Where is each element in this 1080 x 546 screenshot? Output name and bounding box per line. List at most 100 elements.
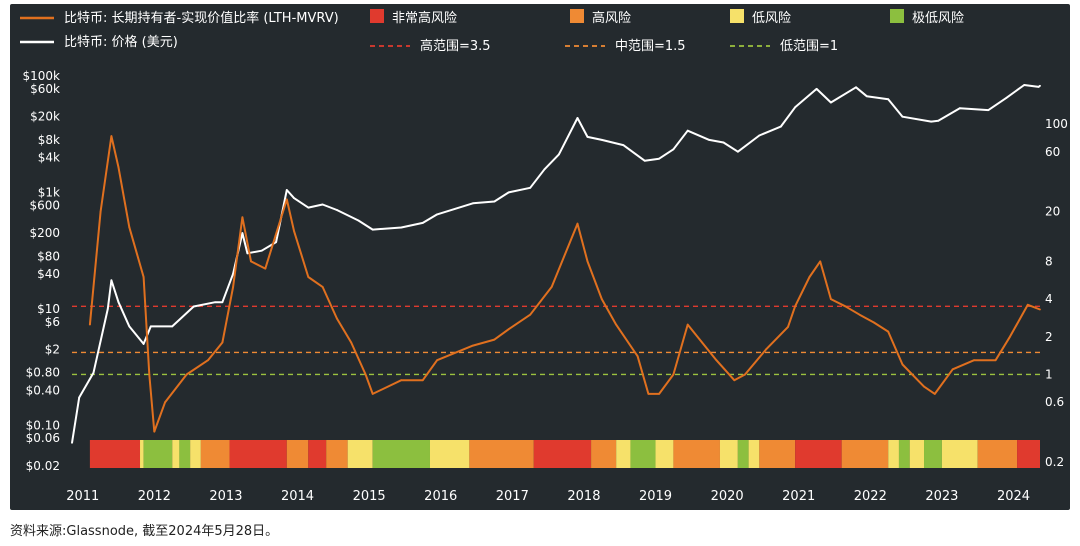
series-1-point bbox=[99, 210, 102, 213]
series-1-point bbox=[1039, 308, 1041, 311]
right-tick-label: 20 bbox=[1045, 205, 1060, 219]
legend-label-low_range: 低范围=1 bbox=[780, 39, 838, 54]
series-0-point bbox=[576, 117, 579, 119]
risk-band-19 bbox=[655, 440, 674, 468]
left-tick-label: $600 bbox=[29, 198, 60, 212]
series-1-point bbox=[576, 222, 579, 225]
x-tick-label: 2020 bbox=[711, 489, 744, 504]
series-1-point bbox=[400, 379, 403, 382]
left-tick-label: $200 bbox=[29, 226, 60, 240]
series-0-point bbox=[246, 252, 249, 255]
right-tick-label: 0.2 bbox=[1045, 455, 1064, 469]
left-tick-label: $0.80 bbox=[26, 366, 60, 380]
risk-band-9 bbox=[308, 440, 327, 468]
series-1-point bbox=[232, 286, 234, 288]
legend-swatch-low bbox=[730, 9, 744, 23]
series-1-point bbox=[88, 323, 91, 326]
right-tick-label: 0.6 bbox=[1045, 395, 1064, 409]
risk-band-3 bbox=[172, 440, 180, 468]
risk-band-21 bbox=[719, 440, 738, 468]
series-1-point bbox=[933, 392, 936, 395]
series-1-point bbox=[1009, 335, 1011, 338]
risk-band-4 bbox=[179, 440, 191, 468]
series-0-point bbox=[293, 197, 295, 199]
risk-band-29 bbox=[909, 440, 925, 468]
x-tick-label: 2016 bbox=[424, 489, 457, 504]
series-0-point bbox=[600, 138, 603, 141]
series-1-point bbox=[285, 198, 288, 201]
series-1-point bbox=[350, 341, 353, 344]
series-1-point bbox=[744, 373, 746, 376]
series-0-point bbox=[958, 107, 961, 110]
series-1-point bbox=[733, 379, 736, 382]
series-1-point bbox=[336, 317, 338, 320]
series-1-point bbox=[493, 338, 496, 341]
series-0-point bbox=[672, 148, 675, 151]
series-0-point bbox=[1023, 84, 1026, 86]
right-tick-label: 2 bbox=[1045, 330, 1053, 344]
series-0-point bbox=[865, 95, 868, 98]
series-1-point bbox=[819, 260, 822, 263]
right-tick-label: 8 bbox=[1045, 254, 1053, 268]
series-0-point bbox=[779, 125, 782, 128]
series-1-point bbox=[701, 341, 703, 344]
risk-band-18 bbox=[630, 440, 656, 468]
series-1-point bbox=[1026, 303, 1029, 306]
series-1-point bbox=[600, 298, 603, 300]
series-0-point bbox=[371, 228, 374, 231]
series-0-point bbox=[357, 219, 360, 222]
series-0-point bbox=[149, 325, 152, 328]
series-1-point bbox=[787, 325, 789, 328]
series-1-point bbox=[241, 216, 244, 219]
x-tick-label: 2017 bbox=[496, 489, 529, 504]
series-1-point bbox=[715, 359, 718, 362]
left-tick-label: $1k bbox=[38, 185, 60, 199]
series-0-point bbox=[557, 153, 560, 156]
series-0-point bbox=[214, 301, 217, 304]
series-1-point bbox=[421, 379, 424, 382]
risk-band-33 bbox=[1017, 440, 1040, 468]
series-0-point bbox=[794, 106, 797, 109]
series-0-point bbox=[221, 301, 224, 304]
series-0-point bbox=[901, 115, 904, 118]
series-1-point bbox=[110, 135, 113, 138]
series-1-point bbox=[923, 385, 925, 388]
chart-panel: 比特币: 长期持有者-实现价值比率 (LTH-MVRV) 比特币: 价格 (美元)… bbox=[10, 4, 1070, 510]
risk-band-2 bbox=[143, 440, 173, 468]
series-0-point bbox=[815, 88, 818, 90]
risk-band-1 bbox=[140, 440, 144, 468]
series-line-1 bbox=[88, 135, 1041, 433]
risk-band-8 bbox=[286, 440, 309, 468]
series-1-point bbox=[148, 373, 151, 376]
left-tick-label: $0.40 bbox=[26, 383, 60, 397]
risk-band-23 bbox=[748, 440, 760, 468]
risk-band-14 bbox=[469, 440, 534, 468]
series-1-point bbox=[153, 430, 156, 433]
series-0-point bbox=[758, 134, 761, 137]
series-1-point bbox=[615, 323, 618, 326]
x-tick-label: 2021 bbox=[782, 489, 815, 504]
series-0-point bbox=[232, 272, 234, 275]
series-1-point bbox=[307, 276, 310, 278]
series-1-point bbox=[128, 226, 131, 229]
risk-band-0 bbox=[89, 440, 141, 468]
series-1-point bbox=[672, 373, 675, 376]
left-tick-label: $0.02 bbox=[26, 459, 60, 473]
x-tick-label: 2022 bbox=[854, 489, 887, 504]
series-line-0 bbox=[71, 84, 1041, 443]
series-0-point bbox=[930, 120, 933, 123]
series-1-point bbox=[647, 392, 650, 395]
series-0-point bbox=[472, 202, 474, 205]
series-0-point bbox=[117, 301, 120, 304]
risk-band-7 bbox=[229, 440, 287, 468]
series-1-point bbox=[472, 344, 474, 347]
series-0-point bbox=[336, 209, 338, 211]
series-0-point bbox=[722, 141, 725, 144]
series-0-point bbox=[937, 119, 940, 122]
chart-svg: 比特币: 长期持有者-实现价值比率 (LTH-MVRV) 比特币: 价格 (美元)… bbox=[20, 9, 1068, 504]
series-1-point bbox=[686, 323, 689, 326]
series-0-point bbox=[78, 396, 81, 399]
series-0-point bbox=[421, 221, 424, 224]
series-0-point bbox=[708, 138, 711, 141]
series-0-point bbox=[1039, 84, 1041, 87]
